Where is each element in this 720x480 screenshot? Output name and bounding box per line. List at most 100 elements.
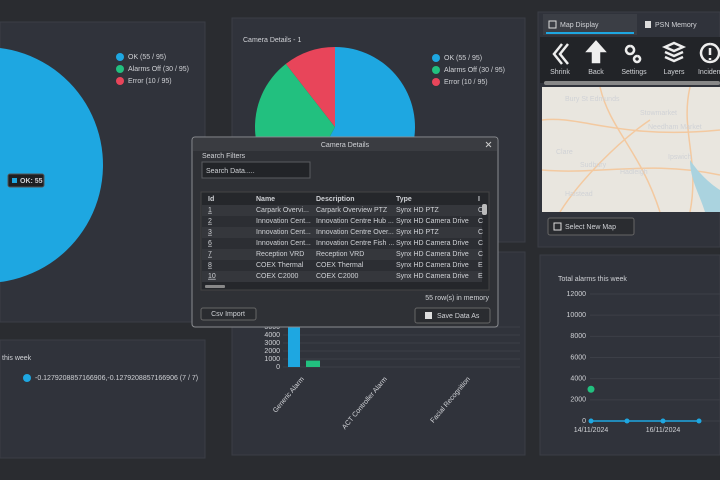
map-road — [559, 119, 651, 212]
table-cell: COEX Thermal — [256, 262, 304, 269]
y-tick-label: 2000 — [570, 397, 586, 404]
toolbar-label[interactable]: Settings — [621, 69, 647, 76]
legend-swatch — [116, 65, 124, 73]
button-label[interactable]: Save Data As — [437, 313, 480, 320]
y-tick-label: 0 — [276, 364, 280, 371]
legend-swatch — [432, 66, 440, 74]
legend-swatch — [23, 374, 31, 382]
map-place: Hadleigh — [620, 169, 648, 176]
table-cell: Innovation Cent... — [256, 218, 311, 225]
table-cell: Synx HD Camera Drive — [396, 262, 469, 269]
row-link[interactable]: 3 — [208, 229, 212, 236]
toolbar-icon — [624, 44, 642, 64]
point — [588, 418, 594, 424]
tab-label[interactable]: PSN Memory — [655, 22, 697, 29]
table-cell: C — [478, 251, 483, 258]
map-place: Stowmarket — [640, 110, 677, 117]
map-road — [542, 118, 720, 134]
point — [587, 385, 595, 393]
search-input[interactable] — [201, 161, 311, 179]
map: Bury St Edmunds Stowmarket Needham Market C… — [542, 87, 720, 212]
button[interactable] — [200, 307, 257, 321]
y-tick-label: 2000 — [264, 348, 280, 355]
row-link[interactable]: 6 — [208, 240, 212, 247]
tab-label[interactable]: Map Display — [560, 22, 599, 29]
table-cell: Reception VRD — [316, 251, 364, 258]
column-header[interactable]: Type — [396, 196, 412, 203]
table-cell: Synx HD PTZ — [396, 229, 440, 236]
y-tick-label: 12000 — [567, 291, 587, 298]
table-cell: E — [478, 273, 483, 280]
table-cell: Reception VRD — [256, 251, 304, 258]
button[interactable] — [414, 307, 491, 324]
row-link[interactable]: 10 — [208, 273, 216, 280]
table-cell: COEX Thermal — [316, 262, 364, 269]
row-link[interactable]: 2 — [208, 218, 212, 225]
map-place: Ipswich — [668, 154, 691, 161]
y-tick-label: 6000 — [570, 354, 586, 361]
legend-label: Error (10 / 95) — [128, 78, 172, 85]
toolbar-label[interactable]: Back — [588, 69, 604, 76]
table-row[interactable] — [202, 260, 482, 271]
y-tick-label: 1000 — [264, 356, 280, 363]
button-label[interactable]: Select New Map — [565, 224, 616, 231]
legend-label: OK (55 / 95) — [128, 54, 166, 61]
toolbar-icon — [552, 43, 569, 65]
legend-label: Alarms Off (30 / 95) — [128, 66, 189, 73]
tooltip-swatch — [12, 178, 17, 183]
map-place: Clare — [556, 149, 573, 156]
search-label: Search Filters — [202, 153, 246, 160]
column-header[interactable]: Name — [256, 196, 275, 203]
y-tick-label: 3000 — [264, 340, 280, 347]
table-row[interactable] — [202, 227, 482, 238]
row-link[interactable]: 1 — [208, 207, 212, 214]
tab[interactable] — [543, 14, 637, 35]
button[interactable] — [547, 217, 635, 236]
table-cell: Innovation Centre Fish ... — [316, 240, 394, 247]
toolbar-icon — [661, 41, 687, 63]
table-cell: Innovation Cent... — [256, 240, 311, 247]
pie-slice — [285, 47, 335, 127]
table-cell: C — [478, 240, 483, 247]
table-cell: C — [478, 229, 483, 236]
table-cell: Synx HD PTZ — [396, 207, 440, 214]
toolbar-label[interactable]: Incidents — [698, 69, 720, 76]
button-icon — [425, 312, 432, 319]
point — [660, 418, 666, 424]
table-row[interactable] — [202, 271, 482, 282]
panel-title: Total alarms this week — [558, 276, 627, 283]
table-cell: Synx HD Camera Drive — [396, 251, 469, 258]
tooltip-text: OK: 55 — [20, 178, 43, 185]
table-cell: Innovation Centre Over... — [316, 229, 394, 236]
x-tick-label: 16/11/2024 — [646, 427, 681, 434]
map-water — [690, 160, 720, 212]
toolbar-label[interactable]: Layers — [663, 69, 685, 76]
button-label[interactable]: Csv Import — [211, 311, 245, 318]
toolbar — [540, 37, 720, 83]
map-place: Sudbury — [580, 162, 607, 169]
table-cell: C — [478, 207, 483, 214]
table-row[interactable] — [202, 249, 482, 260]
table-row[interactable] — [202, 205, 482, 216]
table-cell: Innovation Cent... — [256, 229, 311, 236]
tab-icon — [645, 21, 651, 28]
y-tick-label: 0 — [582, 418, 586, 425]
table-row[interactable] — [202, 238, 482, 249]
close-icon[interactable] — [485, 141, 492, 148]
column-header[interactable]: Id — [208, 196, 214, 203]
scrollbar — [205, 285, 225, 288]
pie-slice — [0, 48, 103, 282]
row-link[interactable]: 8 — [208, 262, 212, 269]
map-place: Needham Market — [648, 124, 702, 131]
scrollbar — [544, 81, 720, 85]
table-cell: Synx HD Camera Drive — [396, 218, 469, 225]
y-tick-label: 8000 — [570, 333, 586, 340]
row-link[interactable]: 7 — [208, 251, 212, 258]
legend-label: Alarms Off (30 / 95) — [444, 67, 505, 74]
column-header[interactable]: I — [478, 196, 480, 203]
map-place: Bury St Edmunds — [565, 96, 620, 103]
toolbar-label[interactable]: Shrink — [550, 69, 570, 76]
table-row[interactable] — [202, 216, 482, 227]
column-header[interactable]: Description — [316, 196, 355, 203]
